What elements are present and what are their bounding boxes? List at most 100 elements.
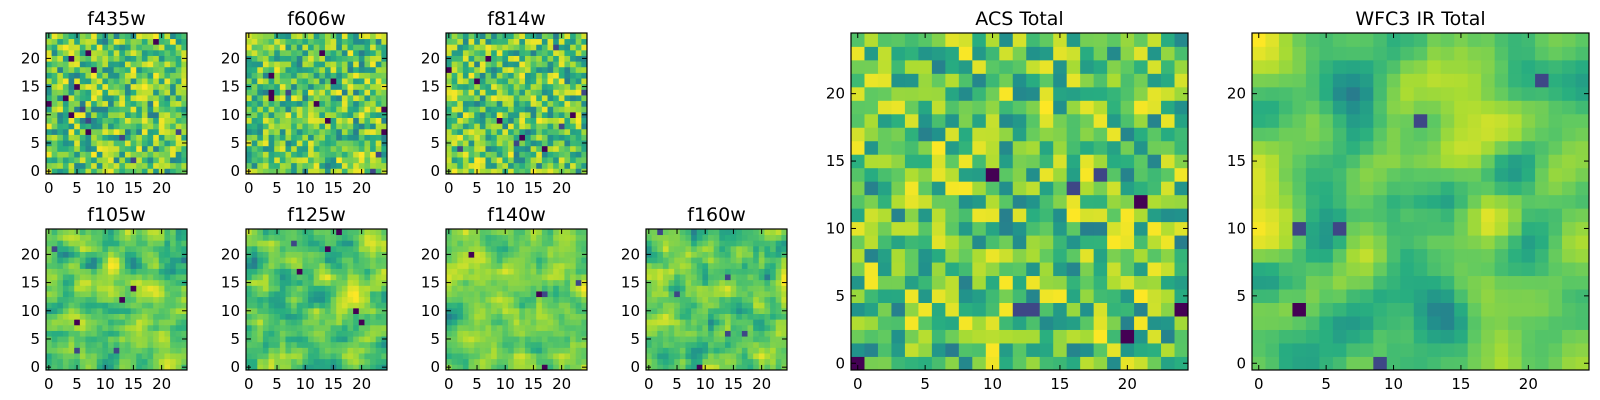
heatmap-cell <box>291 55 298 62</box>
heatmap-cell <box>674 313 681 320</box>
heatmap-cell <box>931 235 946 250</box>
heatmap-cell <box>46 157 53 164</box>
heatmap-cell <box>747 324 754 331</box>
heatmap-cell <box>513 140 520 147</box>
heatmap-cell <box>570 106 577 113</box>
heatmap-cell <box>147 106 154 113</box>
heatmap-cell <box>547 140 554 147</box>
heatmap-cell <box>257 229 264 236</box>
heatmap-cell <box>646 353 653 360</box>
heatmap-cell <box>1107 316 1121 330</box>
heatmap-cell <box>502 151 509 158</box>
heatmap-cell <box>708 262 715 269</box>
heatmap-cell <box>972 343 987 357</box>
heatmap-cell <box>877 208 892 223</box>
heatmap-cell <box>679 274 686 281</box>
heatmap-cell <box>485 83 492 90</box>
heatmap-cell <box>972 208 987 223</box>
heatmap-cell <box>136 38 143 45</box>
heatmap-cell <box>462 353 469 360</box>
heatmap-cell <box>519 285 526 292</box>
heatmap-cell <box>130 157 137 164</box>
heatmap-cell <box>51 33 58 40</box>
heatmap-cell <box>302 55 309 62</box>
heatmap-cell <box>502 319 509 326</box>
heatmap-cell <box>904 289 919 303</box>
heatmap-cell <box>485 268 492 275</box>
heatmap-cell <box>662 229 669 236</box>
heatmap-cell <box>462 296 469 303</box>
heatmap-cell <box>113 353 120 360</box>
heatmap-cell <box>519 324 526 331</box>
heatmap-cell <box>713 229 720 236</box>
heatmap-cell <box>513 296 520 303</box>
heatmap-cell <box>904 221 919 236</box>
heatmap-cell <box>164 240 171 247</box>
heatmap-cell <box>279 291 286 298</box>
heatmap-cell <box>91 302 98 309</box>
heatmap-cell <box>474 145 481 152</box>
heatmap-cell <box>708 274 715 281</box>
heatmap-cell <box>330 44 337 51</box>
heatmap-cell <box>1012 275 1027 290</box>
heatmap-cell <box>468 307 475 314</box>
heatmap-cell <box>68 128 75 135</box>
heatmap-cell <box>246 100 253 107</box>
heatmap-cell <box>164 95 171 102</box>
heatmap-cell <box>296 128 303 135</box>
heatmap-cell <box>341 268 348 275</box>
heatmap-cell <box>457 38 464 45</box>
heatmap-cell <box>581 296 588 303</box>
heatmap-cell <box>513 38 520 45</box>
heatmap-cell <box>519 111 526 118</box>
heatmap-cell <box>308 268 315 275</box>
heatmap-cell <box>364 358 371 365</box>
heatmap-cell <box>74 319 81 326</box>
heatmap-cell <box>479 38 486 45</box>
heatmap-cell <box>102 123 109 130</box>
heatmap-cell <box>251 279 258 286</box>
heatmap-cell <box>175 95 182 102</box>
heatmap-cell <box>251 307 258 314</box>
heatmap-cell <box>347 168 354 175</box>
heatmap-cell <box>575 341 582 348</box>
heatmap-cell <box>685 257 692 264</box>
heatmap-cell <box>764 240 771 247</box>
heatmap-cell <box>158 38 165 45</box>
heatmap-cell <box>62 358 69 365</box>
heatmap-cell <box>130 117 137 124</box>
heatmap-cell <box>708 358 715 365</box>
heatmap-cell <box>347 364 354 371</box>
heatmap-cell <box>136 61 143 68</box>
heatmap-cell <box>457 83 464 90</box>
heatmap-cell <box>513 257 520 264</box>
heatmap-cell <box>651 364 658 371</box>
heatmap-cell <box>564 162 571 169</box>
heatmap-cell <box>999 248 1014 263</box>
heatmap-cell <box>547 61 554 68</box>
heatmap-cell <box>358 89 365 96</box>
heatmap-cell <box>564 364 571 371</box>
heatmap-cell <box>508 78 515 85</box>
heatmap-cell <box>570 38 577 45</box>
heatmap-cell <box>147 319 154 326</box>
heatmap-cell <box>302 140 309 147</box>
heatmap-cell <box>62 364 69 371</box>
heatmap-cell <box>530 117 537 124</box>
heatmap-cell <box>679 285 686 292</box>
heatmap-cell <box>530 257 537 264</box>
heatmap-cell <box>119 66 126 73</box>
heatmap-cell <box>375 38 382 45</box>
heatmap-cell <box>246 274 253 281</box>
heatmap-cell <box>864 343 879 357</box>
heatmap-cell <box>657 257 664 264</box>
heatmap-cell <box>958 154 973 169</box>
heatmap-cell <box>274 302 281 309</box>
heatmap-cell <box>524 111 531 118</box>
heatmap-cell <box>741 330 748 337</box>
heatmap-cell <box>536 168 543 175</box>
heatmap-cell <box>468 353 475 360</box>
heatmap-cell <box>246 285 253 292</box>
heatmap-cell <box>491 302 498 309</box>
heatmap-cell <box>68 251 75 258</box>
